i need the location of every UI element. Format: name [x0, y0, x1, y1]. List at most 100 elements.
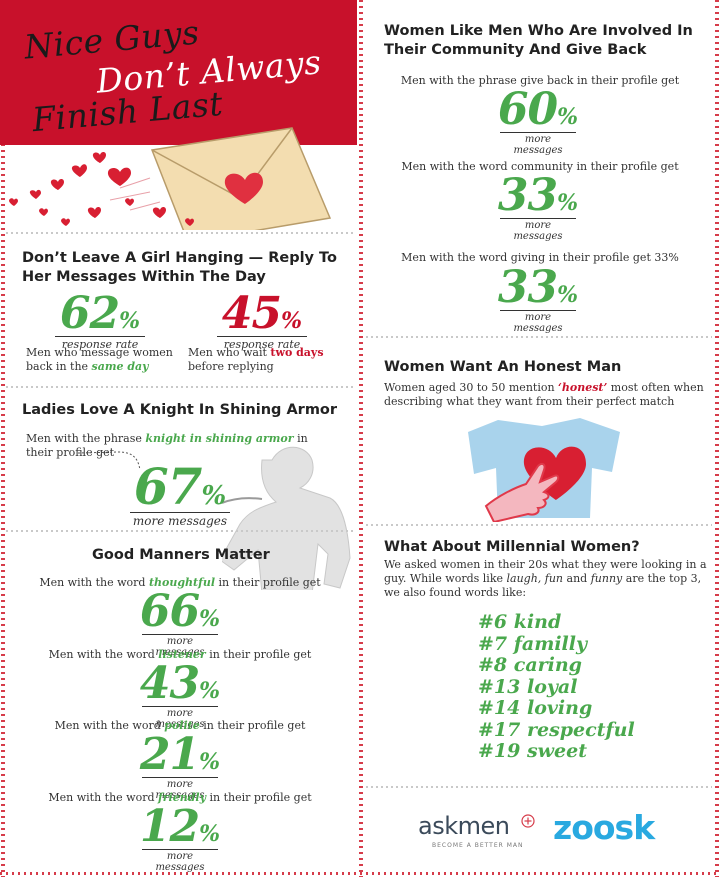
divider: [366, 786, 712, 788]
zoosk-logo: zoosk: [553, 808, 655, 847]
millennial-text-a: We asked women in their 20s what they we…: [384, 558, 707, 585]
stat-label: more messages: [142, 849, 218, 873]
dotted-pointer: [78, 451, 141, 471]
askmen-plus-icon: [521, 814, 535, 828]
knight-text: Men with the phrase knight in shining ar…: [26, 432, 316, 460]
stat-value: 33: [497, 262, 558, 313]
stat-unit: %: [199, 606, 221, 632]
stat-two-days: 45% response rate: [212, 292, 312, 351]
text-pre: Men with the word: [48, 648, 159, 661]
word-item: #7 familly: [478, 632, 588, 655]
stat-value: 45: [221, 288, 282, 339]
center-divider-stitch: [359, 0, 363, 877]
millennial-word-list: #6 kind #7 familly #8 caring #13 loyal #…: [478, 611, 635, 763]
millennial-em2: funny: [590, 572, 623, 585]
honest-text-a: Women aged 30 to 50 mention: [384, 381, 559, 394]
desc-text: Men who wait: [188, 346, 271, 359]
text-pre: Men with the word: [54, 719, 165, 732]
two-days-desc: Men who wait two days before replying: [188, 346, 338, 374]
text-pre: Men with the word: [39, 576, 149, 589]
desc-text: before replying: [188, 360, 274, 373]
stat-polite: 21% more messages: [130, 733, 230, 802]
manners-heading: Good Manners Matter: [92, 547, 270, 563]
millennial-em1: laugh, fun: [506, 572, 564, 585]
envelope-hearts-illustration: [9, 127, 332, 230]
stat-label: response rate: [55, 336, 145, 351]
community-item-0-text: Men with the phrase give back in their p…: [400, 74, 680, 87]
stat-community: 33% more messages: [488, 174, 588, 243]
word-item: #8 caring: [478, 654, 582, 676]
stat-value: 60: [497, 84, 558, 135]
keyword: polite: [164, 719, 200, 732]
millennial-text: We asked women in their 20s what they we…: [384, 558, 710, 600]
manners-item-1-text: Men with the word listener in their prof…: [20, 648, 340, 662]
motion-lines: [109, 177, 161, 211]
divider: [6, 232, 356, 234]
stat-unit: %: [199, 749, 221, 775]
stat-value: 66: [139, 586, 200, 637]
divider: [6, 386, 356, 388]
word-item: #13 loyal: [478, 675, 578, 698]
stat-unit: %: [201, 481, 227, 511]
header-banner: [0, 0, 357, 145]
stat-label: more messages: [500, 132, 576, 156]
honest-illustration: [468, 418, 620, 522]
stat-label: response rate: [217, 336, 307, 351]
stat-unit: %: [281, 308, 303, 334]
divider: [6, 530, 356, 532]
stat-give-back: 60% more messages: [488, 88, 588, 157]
desc-text: Men who message women back in the: [26, 346, 173, 373]
divider: [366, 524, 712, 526]
stat-label: more messages: [142, 634, 218, 658]
text-post: in their profile get: [205, 791, 312, 804]
keyword: thoughtful: [148, 576, 216, 589]
honest-keyword: ‘honest’: [558, 381, 608, 394]
community-heading: Women Like Men Who Are Involved In Their…: [384, 23, 693, 58]
hand-icon: [484, 462, 560, 522]
stat-unit: %: [557, 282, 579, 308]
honest-text-b: most often when describing what they wan…: [384, 381, 704, 408]
stat-thoughtful: 66% more messages: [130, 590, 230, 659]
stat-label: more messages: [142, 706, 218, 730]
millennial-heading: What About Millennial Women?: [384, 539, 640, 555]
knight-figure-illustration: [222, 446, 351, 590]
stat-unit: %: [199, 821, 221, 847]
bottom-border-stitch: [0, 872, 720, 875]
stat-unit: %: [557, 190, 579, 216]
stat-value: 43: [139, 658, 200, 709]
stat-value: 33: [497, 170, 558, 221]
desc-emphasis: same day: [91, 360, 149, 373]
stat-listener: 43% more messages: [130, 662, 230, 731]
text-post: in their profile get: [205, 648, 312, 661]
reply-heading: Don’t Leave A Girl Hanging — Reply To He…: [22, 250, 337, 285]
stat-unit: %: [199, 678, 221, 704]
askmen-tagline: BECOME A BETTER MAN: [432, 842, 524, 849]
envelope-icon: [150, 127, 332, 230]
text-post: in their profile get: [199, 719, 306, 732]
text-pre: Men with the word: [48, 791, 159, 804]
stat-unit: %: [119, 308, 141, 334]
manners-item-3-text: Men with the word friendly in their prof…: [20, 791, 340, 805]
stat-label: more messages: [130, 512, 230, 528]
same-day-desc: Men who message women back in the same d…: [26, 346, 176, 374]
stat-value: 12: [139, 801, 200, 852]
text-post: in their profile get: [215, 576, 321, 589]
community-item-2-text: Men with the word giving in their profil…: [401, 251, 679, 264]
honest-text: Women aged 30 to 50 mention ‘honest’ mos…: [384, 381, 710, 409]
word-item: #19 sweet: [478, 740, 587, 762]
keyword: friendly: [158, 791, 206, 804]
manners-item-0-text: Men with the word thoughtful in their pr…: [20, 576, 340, 590]
stat-value: 62: [59, 288, 120, 339]
stat-knight: 67% more messages: [120, 462, 240, 528]
stat-label: more messages: [500, 218, 576, 242]
stat-value: 67: [133, 457, 203, 516]
knight-text-b: in their profile get: [26, 432, 308, 459]
flying-hearts: [9, 152, 194, 226]
desc-emphasis: two days: [270, 346, 324, 359]
stat-same-day: 62% response rate: [50, 292, 150, 351]
millennial-text-mid: and: [563, 572, 591, 585]
word-item: #17 respectful: [478, 718, 635, 741]
knight-text-a: Men with the phrase: [26, 432, 146, 445]
divider: [366, 336, 712, 338]
stat-friendly: 12% more messages: [130, 805, 230, 874]
